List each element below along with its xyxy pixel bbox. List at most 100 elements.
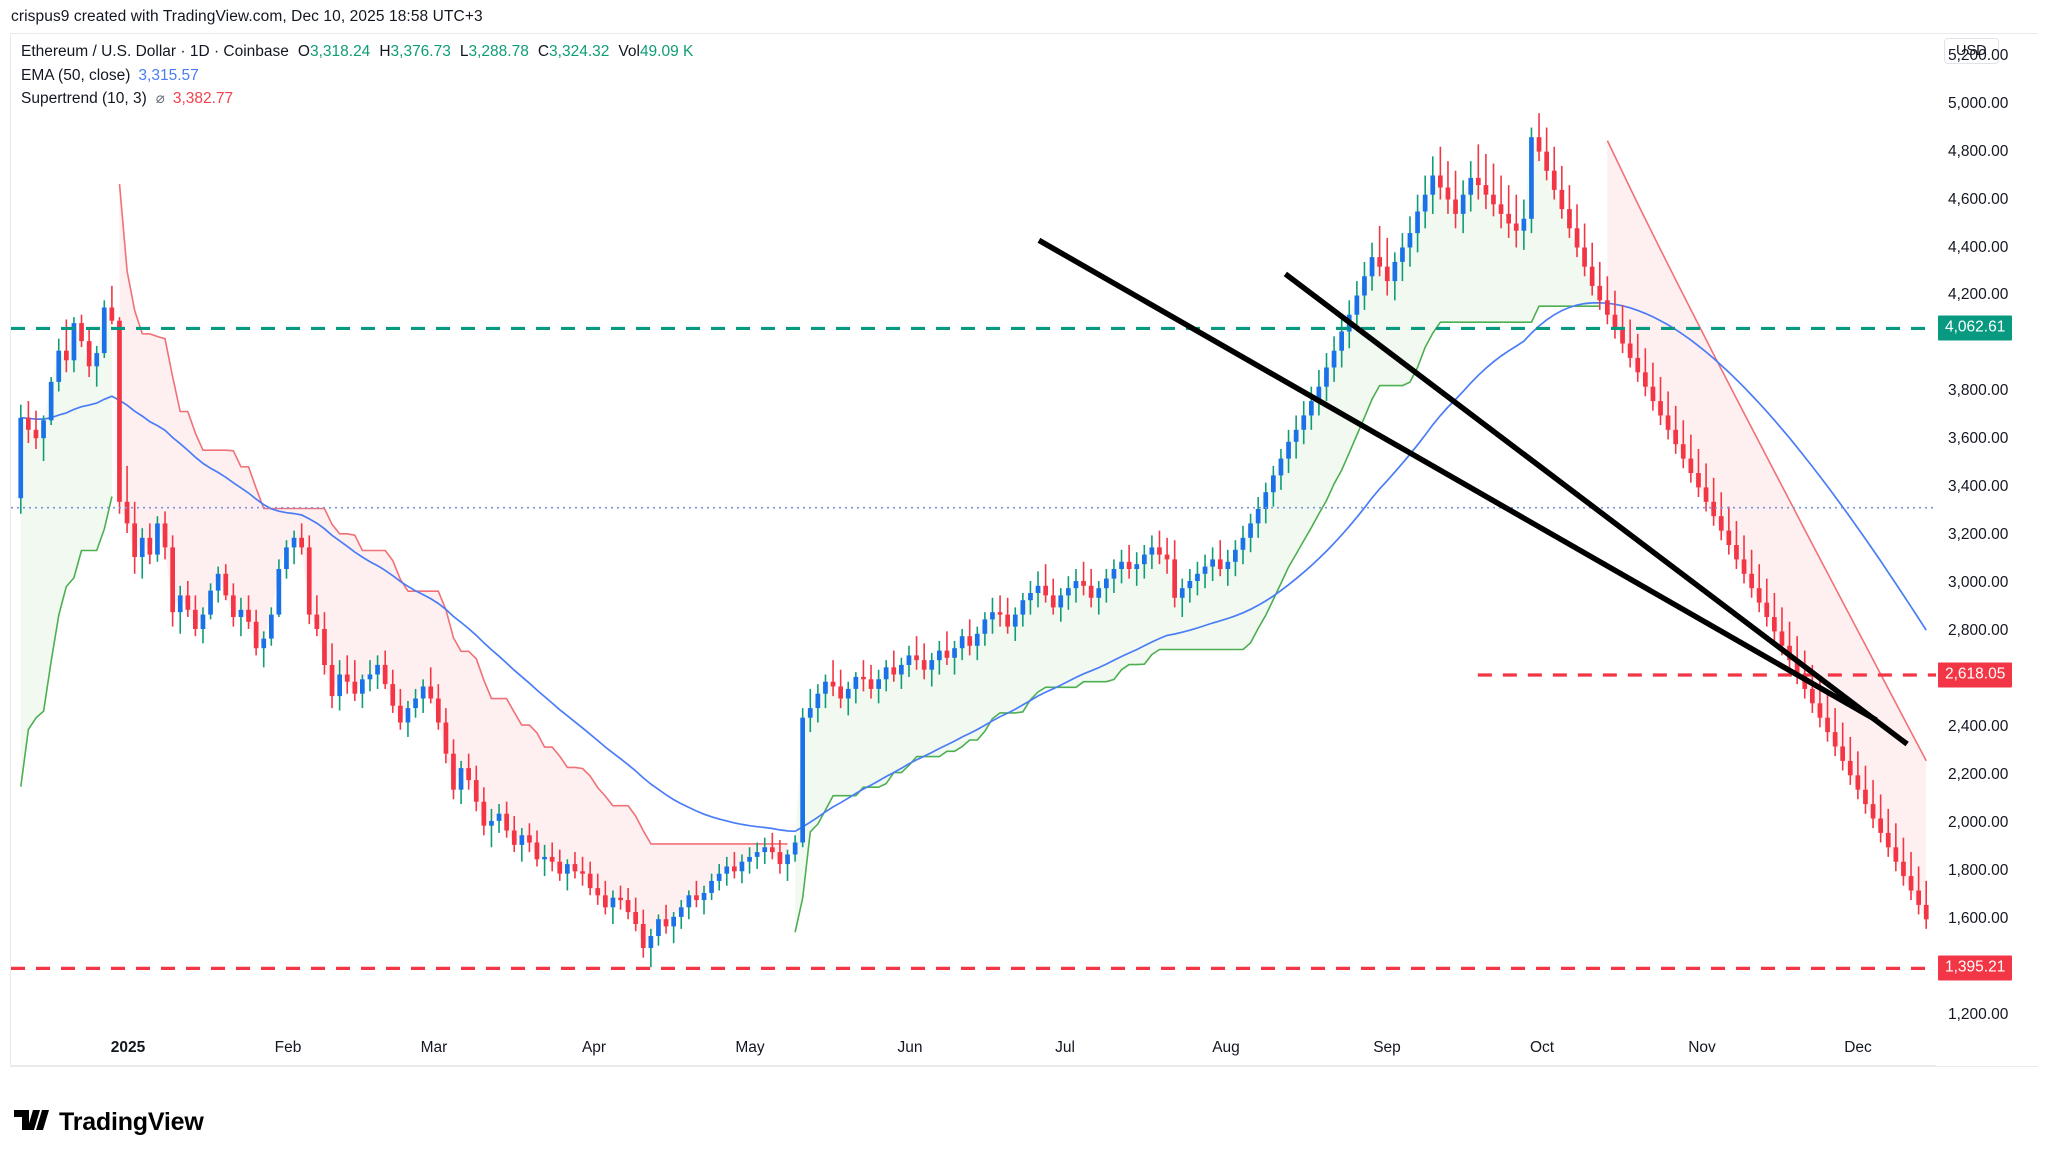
price-tag-red[interactable]: 1,395.21 [1938, 955, 2013, 981]
ema-indicator-name[interactable]: EMA (50, close) [21, 66, 131, 84]
supertrend-indicator-name[interactable]: Supertrend (10, 3) [21, 90, 147, 107]
candle-body [762, 847, 768, 853]
candle-body [557, 861, 563, 874]
candle-body [231, 595, 236, 617]
candle-body [694, 895, 699, 901]
price-axis[interactable] [1936, 34, 2048, 1066]
time-axis-label: 2025 [110, 1039, 146, 1056]
candle-body [906, 655, 912, 665]
candle-body [1012, 614, 1018, 627]
candle-body [1377, 257, 1382, 267]
candle-body [33, 429, 39, 439]
candle-body [64, 350, 69, 361]
candle-body [193, 609, 198, 629]
candle-body [139, 537, 145, 557]
price-tick-label: 5,200.00 [1948, 46, 2009, 64]
candle-body [1271, 475, 1276, 493]
candle-body [1832, 732, 1838, 747]
supertrend-band-fill [1607, 140, 1927, 920]
candle-body [1134, 564, 1140, 569]
candle-body [1233, 549, 1238, 562]
candle-body [299, 537, 304, 548]
candle-body [770, 847, 775, 853]
candle-body [1293, 429, 1299, 442]
candle-body [1058, 595, 1064, 608]
candle-body [1923, 904, 1929, 920]
candle-body [223, 573, 229, 596]
candle-body [458, 768, 464, 790]
supertrend-line [1606, 140, 1927, 762]
candle-body [276, 569, 282, 615]
candle-body [466, 768, 471, 781]
candle-body [1620, 329, 1625, 344]
candle-body [1772, 617, 1777, 632]
currency-badge[interactable]: USD [1944, 38, 1999, 64]
candle-body [170, 547, 175, 613]
candle-body [807, 708, 813, 718]
price-tick-label: 4,200.00 [1948, 286, 2009, 304]
candle-body [1741, 559, 1747, 574]
candle-body [79, 323, 84, 342]
candle-body [1248, 523, 1253, 538]
price-tag-green[interactable]: 4,062.61 [1938, 315, 2013, 341]
candle-body [633, 912, 638, 924]
candle-body [724, 866, 730, 874]
legend-row-supertrend: Supertrend (10, 3) ⌀ 3,382.77 [21, 91, 693, 107]
candle-body [443, 722, 449, 754]
candle-body [352, 681, 358, 694]
candle-body [595, 888, 601, 896]
candle-body [823, 681, 828, 694]
candle-body [337, 674, 342, 697]
supertrend-band-fill [795, 137, 1600, 933]
candlestick-plot[interactable] [11, 34, 1936, 1032]
candle-body [1142, 554, 1147, 565]
candle-body [967, 636, 973, 646]
candle-body [1855, 775, 1861, 790]
candle-body [603, 895, 608, 908]
candle-body [1309, 401, 1314, 416]
tradingview-footer: TradingView [14, 1108, 204, 1137]
trendline-lower-downtrend[interactable] [1283, 271, 1909, 747]
candle-body [504, 813, 509, 831]
candle-body [1157, 547, 1162, 555]
candle-body [1073, 581, 1079, 589]
candle-body [124, 501, 130, 524]
candle-body [1612, 314, 1618, 330]
candle-body [162, 523, 168, 548]
time-axis-label: Apr [581, 1039, 607, 1056]
candle-body [367, 674, 373, 680]
candle-body [1187, 581, 1193, 589]
candle-body [1901, 861, 1906, 877]
supertrend-line [20, 496, 113, 787]
candle-body [1711, 501, 1716, 517]
candle-body [1589, 266, 1595, 286]
candle-body [1643, 372, 1648, 387]
candle-body [1415, 211, 1420, 234]
candle-body [1559, 189, 1565, 210]
candle-body [1111, 569, 1117, 579]
price-tick-label: 5,000.00 [1948, 94, 2009, 112]
candle-body [587, 873, 593, 889]
candle-body [1627, 343, 1633, 358]
price-tick-label: 3,000.00 [1948, 574, 2009, 592]
candle-body [489, 820, 494, 826]
candle-body [1005, 614, 1010, 627]
legend-row-symbol: Ethereum / U.S. Dollar · 1D · Coinbase O… [21, 44, 693, 60]
candle-body [1597, 285, 1603, 301]
price-tag-red[interactable]: 2,618.05 [1938, 662, 2013, 688]
candle-body [1885, 832, 1891, 848]
symbol-title[interactable]: Ethereum / U.S. Dollar · 1D · Coinbase [21, 43, 289, 60]
candle-body [625, 900, 631, 913]
candle-body [861, 676, 866, 680]
candle-body [1096, 588, 1102, 598]
candle-body [41, 420, 46, 439]
candle-body [572, 864, 578, 872]
trendline-upper-downtrend[interactable] [1037, 237, 1878, 723]
volume-readout: Vol49.09 K [618, 43, 694, 60]
candle-body [1688, 458, 1694, 473]
candle-body [1104, 578, 1109, 589]
supertrend-line [118, 183, 788, 845]
candle-body [1916, 890, 1921, 905]
candle-body [899, 664, 904, 675]
